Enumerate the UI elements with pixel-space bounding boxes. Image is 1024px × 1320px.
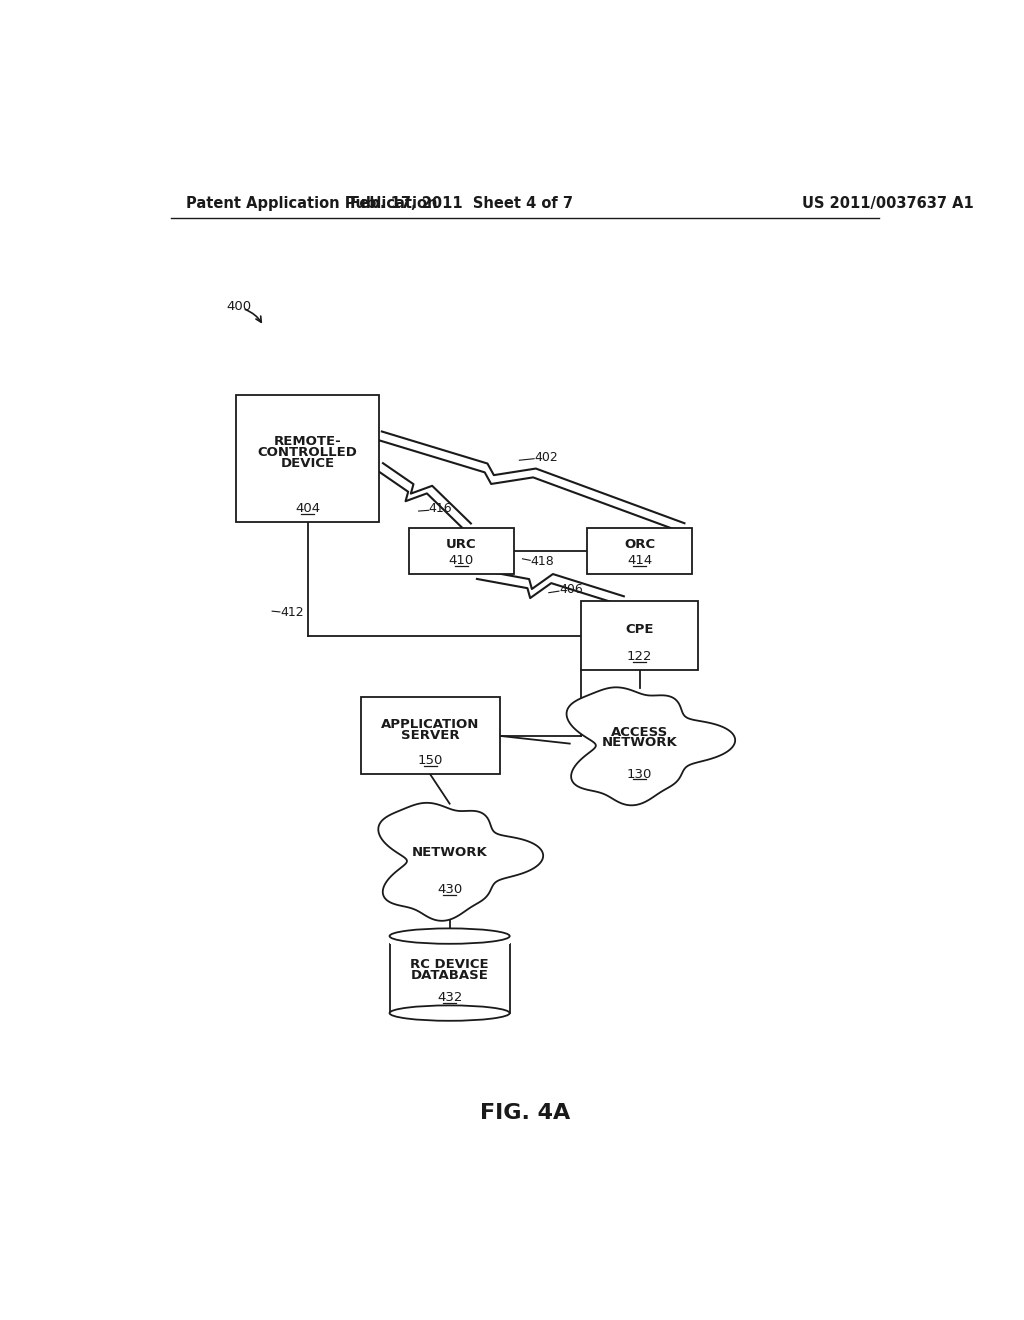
Text: Feb. 17, 2011  Sheet 4 of 7: Feb. 17, 2011 Sheet 4 of 7 [350,195,572,211]
Bar [587,528,692,574]
Text: DATABASE: DATABASE [411,969,488,982]
Bar [360,697,500,775]
PathPatch shape [566,688,735,805]
Bar [237,395,380,523]
Text: SERVER: SERVER [401,729,460,742]
Bar [389,936,510,1014]
Text: FIG. 4A: FIG. 4A [479,1104,570,1123]
Text: DEVICE: DEVICE [281,457,335,470]
Text: RC DEVICE: RC DEVICE [411,958,488,972]
Text: US 2011/0037637 A1: US 2011/0037637 A1 [802,195,974,211]
Text: CPE: CPE [626,623,653,636]
Text: NETWORK: NETWORK [412,846,487,859]
Text: 414: 414 [627,554,652,566]
Text: 418: 418 [530,556,554,569]
Text: 432: 432 [437,991,462,1005]
Ellipse shape [389,928,510,944]
PathPatch shape [378,803,543,921]
Bar [409,528,514,574]
Text: 410: 410 [449,554,474,566]
Text: 400: 400 [226,300,252,313]
Text: 416: 416 [429,502,453,515]
Text: APPLICATION: APPLICATION [381,718,479,731]
Text: 406: 406 [559,583,583,597]
Text: Patent Application Publication: Patent Application Publication [186,195,437,211]
Text: 402: 402 [535,450,558,463]
Text: NETWORK: NETWORK [602,737,677,750]
Text: 150: 150 [418,754,443,767]
Text: ORC: ORC [624,539,655,552]
Text: 430: 430 [437,883,462,896]
Bar [389,928,510,944]
Text: ACCESS: ACCESS [611,726,668,739]
Ellipse shape [389,1006,510,1020]
Text: 404: 404 [295,502,321,515]
Text: 122: 122 [627,649,652,663]
Text: REMOTE-: REMOTE- [274,436,342,449]
Text: URC: URC [445,539,476,552]
Bar [582,601,697,671]
Text: CONTROLLED: CONTROLLED [258,446,357,459]
Text: 412: 412 [280,606,303,619]
Text: 130: 130 [627,768,652,780]
